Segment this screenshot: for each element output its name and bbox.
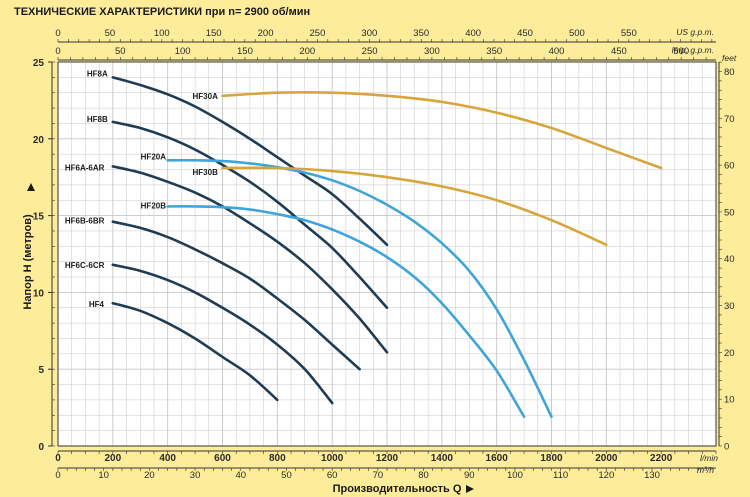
us-gpm-tick-label: 250 xyxy=(310,28,326,39)
imp-gpm-tick-label: 400 xyxy=(549,46,565,57)
series-line-hf30b xyxy=(221,166,608,247)
x-tick-label: 800 xyxy=(269,453,286,464)
feet-unit-label: feet xyxy=(722,53,737,63)
y-tick-label: 5 xyxy=(38,365,44,376)
x-tick-label: 200 xyxy=(104,453,121,464)
m3h-tick-label: 80 xyxy=(418,470,429,481)
series-line-hf6c-6cr xyxy=(111,263,334,405)
feet-tick-label: 80 xyxy=(724,67,735,78)
y-axis-label: Напор H (метров) xyxy=(22,214,34,310)
m3h-tick-label: 120 xyxy=(598,470,614,481)
imp-gpm-tick-label: 50 xyxy=(115,46,126,57)
feet-tick-label: 0 xyxy=(724,442,729,453)
series-curves xyxy=(111,76,663,419)
m3h-tick-label: 100 xyxy=(507,470,523,481)
us-gpm-tick-label: 450 xyxy=(517,28,533,39)
series-label-hf6a-6ar: HF6A-6AR xyxy=(65,163,105,172)
feet-tick-label: 20 xyxy=(724,348,735,359)
series-label-hf6c-6cr: HF6C-6CR xyxy=(65,261,105,270)
us-gpm-tick-label: 100 xyxy=(154,28,170,39)
imp-gpm-tick-label: 100 xyxy=(175,46,191,57)
us-gpm-tick-label: 400 xyxy=(465,28,481,39)
us-gpm-unit-label: US g.p.m. xyxy=(676,27,714,37)
m3h-unit-label: m³/h xyxy=(697,465,714,475)
series-label-hf30a: HF30A xyxy=(193,92,219,101)
series-line-hf20b xyxy=(166,205,526,419)
series-label-hf8b: HF8B xyxy=(87,115,108,124)
chart-title: ТЕХНИЧЕСКИЕ ХАРАКТЕРИСТИКИ при n= 2900 о… xyxy=(14,6,311,18)
series-label-hf20b: HF20B xyxy=(141,201,167,210)
series-label-hf4: HF4 xyxy=(89,300,105,309)
series-label-hf20a: HF20A xyxy=(141,152,167,161)
series-label-hf30b: HF30B xyxy=(193,168,219,177)
x-axis-arrow-icon xyxy=(466,485,474,493)
imp-gpm-tick-label: 300 xyxy=(424,46,440,57)
series-line-hf8a xyxy=(111,76,389,247)
series-line-hf20a xyxy=(166,158,553,419)
series-label-hf8a: HF8A xyxy=(87,69,108,78)
imp-gpm-tick-label: 200 xyxy=(299,46,315,57)
feet-tick-label: 40 xyxy=(724,254,735,265)
x-tick-label: 1000 xyxy=(321,453,344,464)
x-tick-label: 1800 xyxy=(540,453,563,464)
imp-gpm-tick-label: 250 xyxy=(362,46,378,57)
feet-tick-label: 10 xyxy=(724,395,735,406)
x-axis-label: Производительность Q xyxy=(333,483,462,495)
y-tick-label: 20 xyxy=(33,135,45,146)
x-tick-label: 0 xyxy=(55,453,61,464)
x-tick-label: 600 xyxy=(214,453,231,464)
plot-frame xyxy=(57,61,717,447)
feet-tick-label: 30 xyxy=(724,301,735,312)
m3h-tick-label: 70 xyxy=(373,470,384,481)
y-axis-arrow-icon xyxy=(27,183,35,191)
us-gpm-tick-label: 50 xyxy=(105,28,116,39)
us-gpm-tick-label: 350 xyxy=(413,28,429,39)
us-gpm-tick-label: 200 xyxy=(258,28,274,39)
x-tick-label: 2000 xyxy=(595,453,618,464)
x-unit-label: l/min xyxy=(700,453,718,463)
feet-tick-label: 50 xyxy=(724,207,735,218)
feet-tick-label: 70 xyxy=(724,114,735,125)
us-gpm-tick-label: 550 xyxy=(621,28,637,39)
imp-gpm-tick-label: 150 xyxy=(237,46,253,57)
x-tick-label: 400 xyxy=(159,453,176,464)
m3h-tick-label: 20 xyxy=(144,470,155,481)
series-line-hf30a xyxy=(221,91,663,170)
y-tick-label: 25 xyxy=(33,58,45,69)
us-gpm-tick-label: 500 xyxy=(569,28,585,39)
m3h-tick-label: 60 xyxy=(327,470,338,481)
series-label-hf6b-6br: HF6B-6BR xyxy=(65,217,105,226)
feet-tick-label: 60 xyxy=(724,161,735,172)
y-tick-label: 10 xyxy=(33,288,45,299)
us-gpm-tick-label: 300 xyxy=(361,28,377,39)
y-tick-label: 15 xyxy=(33,212,45,223)
x-tick-label: 1400 xyxy=(431,453,454,464)
m3h-tick-label: 0 xyxy=(55,470,60,481)
series-line-hf4 xyxy=(111,301,279,402)
imp-gpm-tick-label: 0 xyxy=(55,46,60,57)
series-line-hf8b xyxy=(111,120,389,310)
m3h-tick-label: 90 xyxy=(464,470,475,481)
m3h-tick-label: 40 xyxy=(235,470,246,481)
m3h-tick-label: 30 xyxy=(190,470,201,481)
m3h-tick-label: 110 xyxy=(553,470,568,481)
imp-gpm-tick-label: 500 xyxy=(673,46,689,57)
imp-gpm-tick-label: 450 xyxy=(611,46,627,57)
m3h-tick-label: 10 xyxy=(98,470,109,481)
m3h-tick-label: 130 xyxy=(644,470,660,481)
us-gpm-tick-label: 0 xyxy=(55,28,60,39)
series-line-hf6b-6br xyxy=(111,220,361,371)
y-tick-label: 0 xyxy=(38,442,44,453)
imp-gpm-unit-label: Imp. g.p.m. xyxy=(671,45,714,55)
series-line-hf6a-6ar xyxy=(111,165,389,354)
x-tick-label: 1600 xyxy=(486,453,509,464)
us-gpm-tick-label: 150 xyxy=(206,28,222,39)
x-tick-label: 2200 xyxy=(650,453,673,464)
imp-gpm-tick-label: 350 xyxy=(486,46,502,57)
x-tick-label: 1200 xyxy=(376,453,399,464)
m3h-tick-label: 50 xyxy=(281,470,292,481)
